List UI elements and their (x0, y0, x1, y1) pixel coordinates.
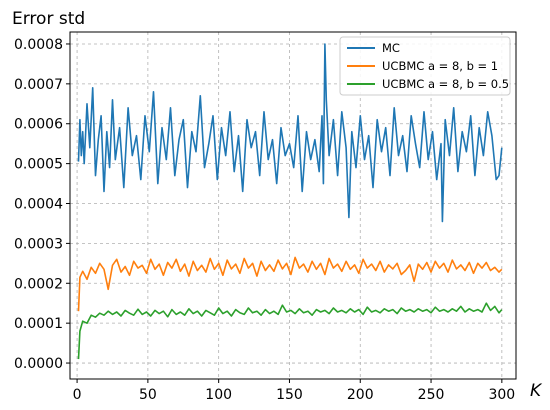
y-tick-label: 0.0007 (14, 77, 63, 93)
x-tick-label: 50 (139, 387, 157, 403)
y-tick-label: 0.0008 (14, 37, 63, 53)
y-tick-label: 0.0006 (14, 117, 63, 133)
legend: MC UCBMC a = 8, b = 1 UCBMC a = 8, b = 0… (339, 36, 511, 96)
x-tick-label: 250 (418, 387, 445, 403)
y-tick-label: 0.0002 (14, 276, 63, 292)
x-tick-label: 0 (73, 387, 82, 403)
legend-label-ucbmc-b1: UCBMC a = 8, b = 1 (382, 59, 498, 73)
y-tick-label: 0.0005 (14, 157, 63, 173)
legend-box (339, 36, 511, 96)
y-axis-title: Error std (12, 9, 85, 29)
y-tick-label: 0.0004 (14, 197, 63, 213)
x-tick-label: 100 (205, 387, 232, 403)
series-line-1 (77, 256, 503, 312)
legend-label-mc: MC (382, 41, 400, 55)
series-line-2 (77, 302, 503, 360)
y-tick-label: 0.0001 (14, 316, 63, 332)
x-tick-label: 300 (488, 387, 515, 403)
x-tick-label: 200 (347, 387, 374, 403)
y-tick-label: 0.0000 (14, 356, 63, 372)
x-axis-title: K (530, 381, 543, 401)
series-layer (77, 43, 503, 360)
series-line-0 (77, 43, 503, 223)
x-tick-label: 150 (276, 387, 303, 403)
legend-label-ucbmc-b05: UCBMC a = 8, b = 0.5 (382, 77, 509, 91)
plot-frame (69, 31, 517, 380)
axis-ticks: 0 50 100 150 200 250 300 0.0000 0.0001 0.0002 0.00… (14, 37, 515, 403)
y-tick-label: 0.0003 (14, 236, 63, 252)
